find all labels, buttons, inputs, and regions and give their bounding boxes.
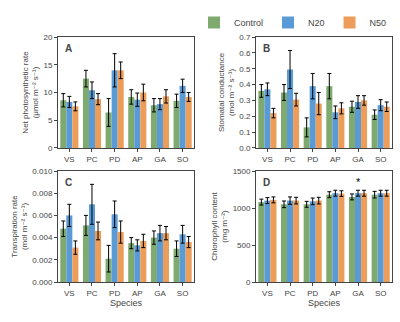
svg-text:VS: VS xyxy=(262,289,273,298)
svg-text:0.002: 0.002 xyxy=(32,256,53,265)
svg-text:SO: SO xyxy=(375,155,387,164)
svg-text:0.008: 0.008 xyxy=(32,189,53,198)
svg-text:C: C xyxy=(65,177,72,188)
svg-text:N20: N20 xyxy=(308,18,325,28)
svg-text:PC: PC xyxy=(86,155,97,164)
svg-text:0.000: 0.000 xyxy=(32,278,53,287)
svg-text:1000: 1000 xyxy=(233,204,251,213)
svg-text:Control: Control xyxy=(234,18,263,28)
svg-text:0: 0 xyxy=(246,278,251,287)
svg-text:0.6: 0.6 xyxy=(239,49,251,58)
svg-text:AP: AP xyxy=(330,289,341,298)
svg-text:Chlorophyll content(mg m⁻²): Chlorophyll content(mg m⁻²) xyxy=(210,191,229,260)
svg-text:0.3: 0.3 xyxy=(239,96,251,105)
svg-text:A: A xyxy=(65,43,72,54)
svg-text:GA: GA xyxy=(352,289,364,298)
svg-text:0: 0 xyxy=(48,144,53,153)
svg-text:VS: VS xyxy=(64,155,75,164)
svg-text:PD: PD xyxy=(109,289,120,298)
svg-text:Species: Species xyxy=(110,298,143,308)
svg-text:0.1: 0.1 xyxy=(239,128,251,137)
svg-text:0.006: 0.006 xyxy=(32,211,53,220)
svg-text:0.2: 0.2 xyxy=(239,112,251,121)
svg-text:15: 15 xyxy=(43,61,52,70)
svg-text:N50: N50 xyxy=(370,18,387,28)
svg-text:GA: GA xyxy=(154,289,166,298)
svg-text:Stomatal conductance(mol m⁻² s: Stomatal conductance(mol m⁻² s⁻¹) xyxy=(217,52,236,132)
svg-text:PD: PD xyxy=(307,289,318,298)
svg-text:10: 10 xyxy=(43,88,52,97)
svg-text:Species: Species xyxy=(308,298,341,308)
svg-text:0.010: 0.010 xyxy=(32,167,53,176)
svg-text:0.5: 0.5 xyxy=(239,65,251,74)
svg-text:Transpiration rate(mol m⁻² s⁻¹: Transpiration rate(mol m⁻² s⁻¹) xyxy=(10,195,29,258)
svg-text:20: 20 xyxy=(43,33,52,42)
svg-text:VS: VS xyxy=(262,155,273,164)
svg-text:0.4: 0.4 xyxy=(239,80,251,89)
svg-text:PC: PC xyxy=(284,289,295,298)
svg-text:5: 5 xyxy=(48,116,53,125)
svg-text:AP: AP xyxy=(330,155,341,164)
svg-text:*: * xyxy=(356,176,361,188)
svg-text:D: D xyxy=(263,177,270,188)
svg-text:PD: PD xyxy=(307,155,318,164)
svg-text:SO: SO xyxy=(177,155,189,164)
svg-text:AP: AP xyxy=(132,289,143,298)
svg-text:PC: PC xyxy=(86,289,97,298)
svg-text:500: 500 xyxy=(237,241,251,250)
svg-text:PC: PC xyxy=(284,155,295,164)
svg-text:GA: GA xyxy=(352,155,364,164)
svg-text:0.7: 0.7 xyxy=(239,33,251,42)
svg-text:1500: 1500 xyxy=(233,167,251,176)
svg-text:B: B xyxy=(263,43,270,54)
svg-text:SO: SO xyxy=(177,289,189,298)
svg-text:SO: SO xyxy=(375,289,387,298)
svg-text:Net photosynthetic rate(μmol m: Net photosynthetic rate(μmol m⁻² s⁻¹) xyxy=(21,51,40,134)
svg-text:AP: AP xyxy=(132,155,143,164)
svg-text:0.0: 0.0 xyxy=(239,144,251,153)
svg-text:0.004: 0.004 xyxy=(32,233,53,242)
svg-text:PD: PD xyxy=(109,155,120,164)
svg-text:VS: VS xyxy=(64,289,75,298)
svg-text:GA: GA xyxy=(154,155,166,164)
